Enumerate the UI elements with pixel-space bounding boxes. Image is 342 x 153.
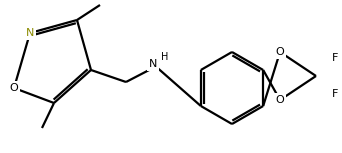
Text: N: N [149, 59, 157, 69]
Text: O: O [276, 47, 285, 57]
Text: O: O [276, 95, 285, 105]
Text: H: H [161, 52, 168, 62]
Text: F: F [332, 53, 338, 63]
Text: F: F [332, 89, 338, 99]
Text: O: O [10, 83, 18, 93]
Text: N: N [26, 28, 34, 38]
